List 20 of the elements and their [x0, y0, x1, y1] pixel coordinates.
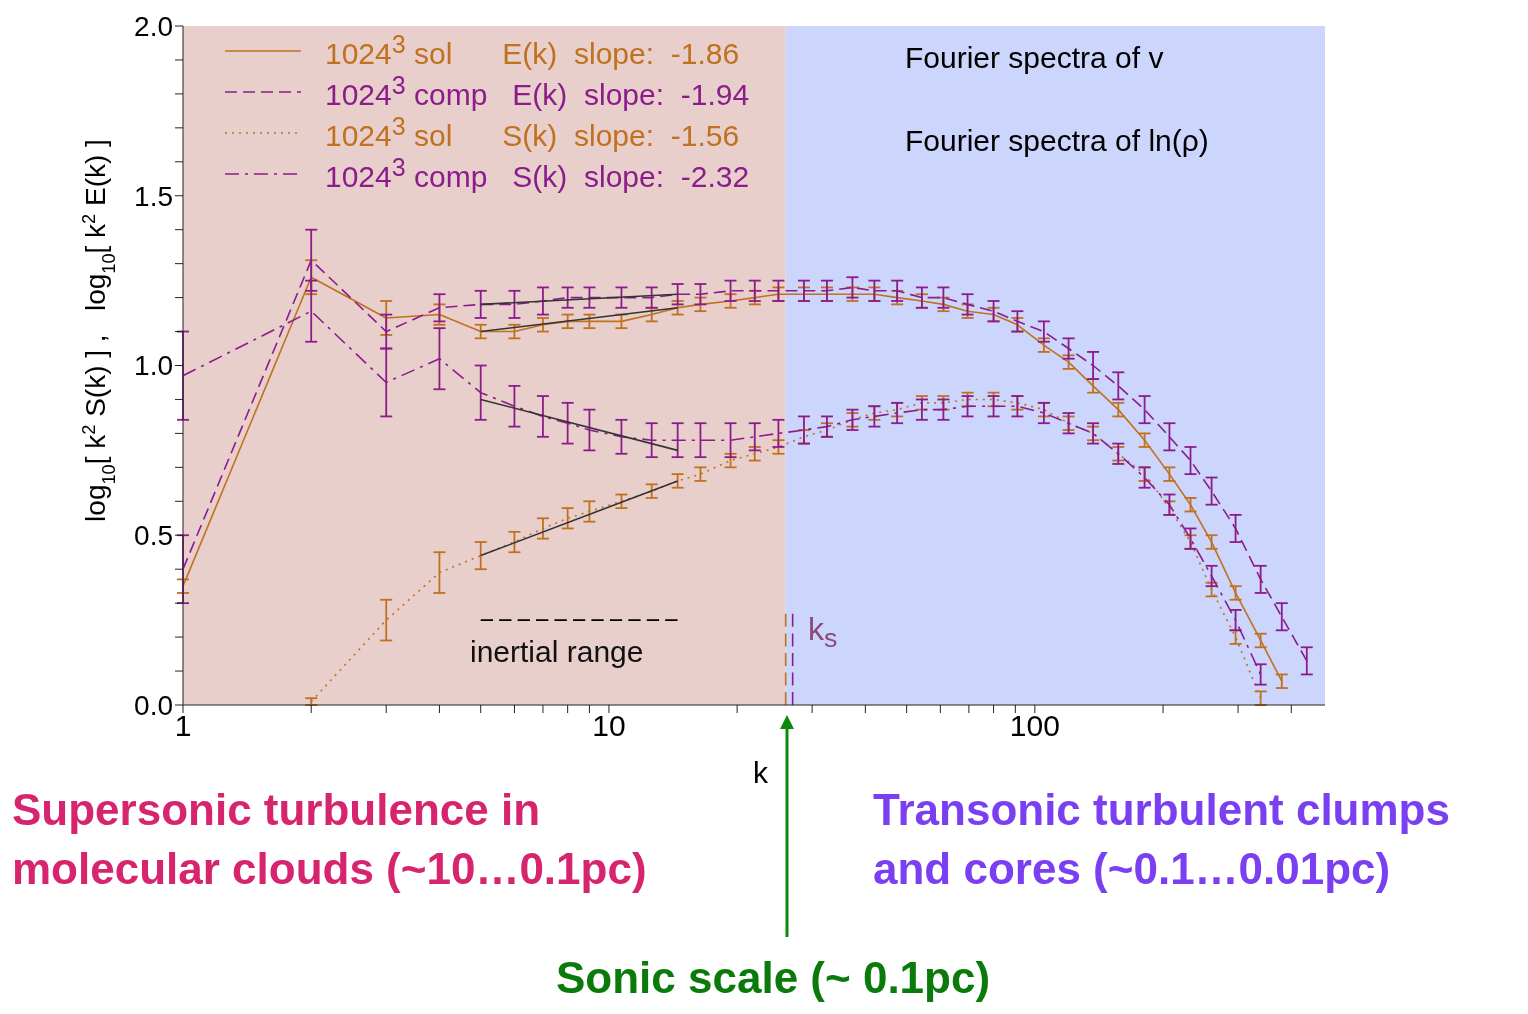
x-tick-label: 1	[174, 709, 192, 743]
legend-label: 1024$^{3}$ comp E(k) slope: -1.94	[325, 71, 750, 112]
text: Transonic turbulent clumps and cores (~0.1…0.01pc)	[873, 784, 1451, 896]
annotation: Fourier spectra of ln(ρ)	[905, 123, 1210, 159]
legend-label: 1024$^{3}$ sol E(k) slope: -1.86	[325, 30, 740, 71]
text: Supersonic turbulence in molecular clouds (~10…0.1pc)	[12, 784, 648, 896]
x-tick-label: 100	[1009, 709, 1060, 743]
y-tick-label: 0.5	[134, 520, 173, 552]
x-tick-label: 10	[592, 709, 626, 743]
annotation: k$_{s}$	[808, 610, 839, 656]
text: Sonic scale (~ 0.1pc)	[556, 952, 992, 1004]
annotation: inertial range	[470, 634, 645, 670]
y-tick-label: 1.0	[134, 350, 173, 382]
legend-label: 1024$^{3}$ comp S(k) slope: -2.32	[325, 153, 750, 194]
y-tick-label: 1.5	[134, 180, 173, 212]
y-tick-label: 0.0	[134, 689, 173, 721]
legend-label: 1024$^{3}$ sol S(k) slope: -1.56	[325, 112, 740, 153]
y-tick-label: 2.0	[134, 10, 173, 42]
x-axis-title: k	[753, 756, 768, 790]
annotation: Fourier spectra of v	[905, 40, 1165, 76]
